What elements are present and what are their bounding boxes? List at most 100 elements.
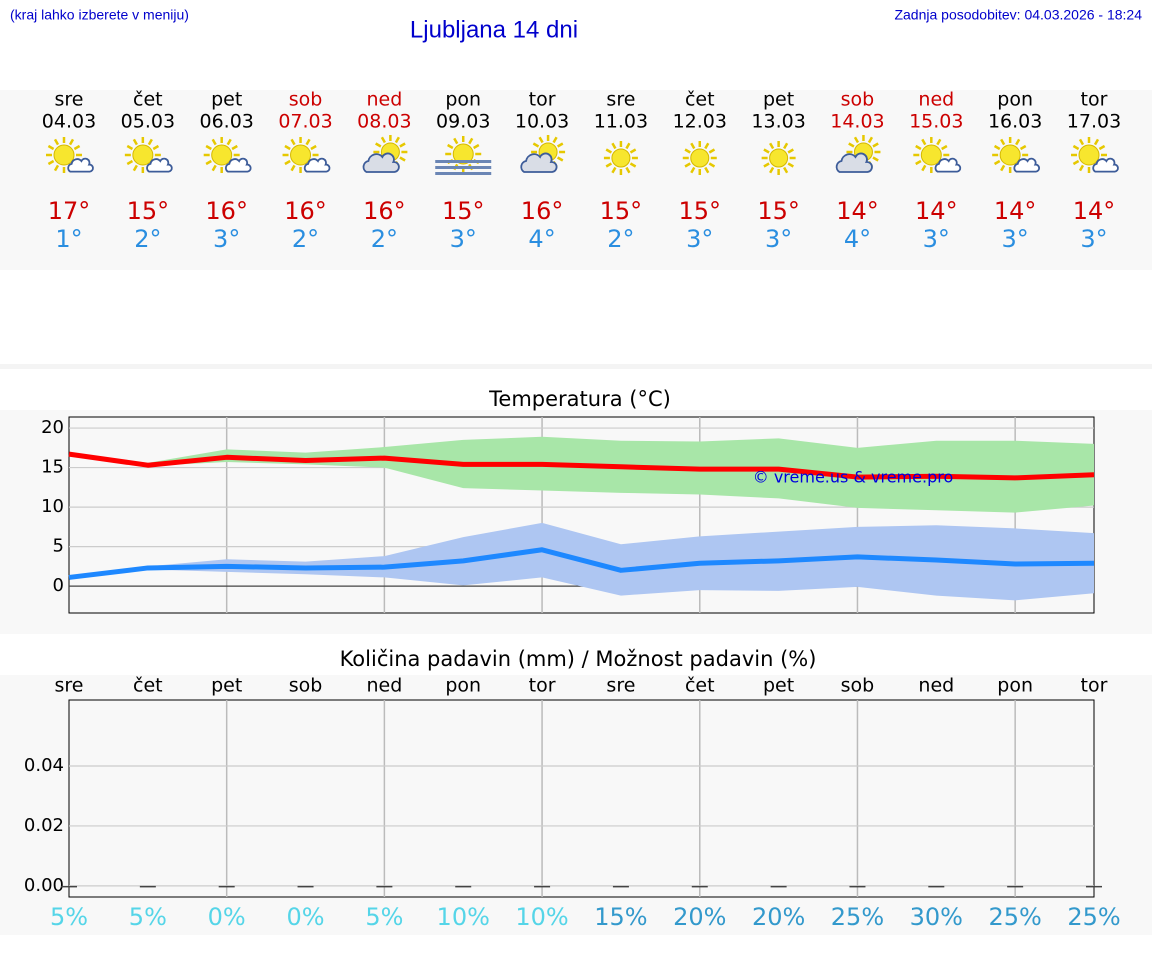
min-temp: 2° [607, 225, 634, 253]
precip-bar [534, 885, 551, 888]
max-temp: 14° [994, 197, 1037, 225]
sun-ray [625, 142, 631, 150]
day-date: 17.03 [1067, 111, 1121, 133]
day-date: 16.03 [988, 111, 1042, 133]
min-temp: 3° [213, 225, 240, 253]
cloud [303, 157, 331, 173]
sun-ray [53, 138, 60, 146]
weather-icon [603, 141, 638, 175]
sun-ray [380, 136, 386, 144]
sun-ray [226, 138, 232, 146]
day-name: tor [529, 89, 556, 111]
sun-ray [375, 142, 382, 148]
x-tick-label: tor [529, 675, 556, 697]
sun-ray [1019, 144, 1027, 151]
sun-ray [708, 162, 716, 168]
sun-ray [290, 138, 296, 146]
max-temp: 15° [600, 197, 643, 225]
sun-ray [783, 166, 789, 174]
day-date: 09.03 [436, 111, 490, 133]
plot-area [68, 699, 1095, 898]
precip-bar [612, 885, 629, 888]
sun-ray [769, 166, 775, 174]
max-temp: 14° [915, 197, 958, 225]
sun-ray [993, 144, 1001, 151]
min-temp: 3° [765, 225, 792, 253]
fog-bar [435, 160, 492, 163]
sun-ray [915, 144, 922, 151]
precip-chance: 15% [594, 903, 647, 931]
weather-icon [282, 137, 331, 173]
precip-chance: 5% [129, 903, 167, 931]
y-tick-label: 0 [53, 575, 64, 596]
precip-bar [928, 885, 945, 888]
sun-disc [769, 148, 789, 168]
sun-ray [538, 136, 544, 144]
sun-ray [211, 164, 217, 172]
precip-chance: 0% [286, 903, 324, 931]
sun-ray [310, 144, 317, 151]
y-tick-label: 15 [41, 457, 64, 478]
precip-bar [61, 885, 77, 888]
precip-bar [139, 885, 156, 888]
sun-ray [1072, 159, 1080, 166]
min-temp: 4° [844, 225, 871, 253]
max-temp: 15° [757, 197, 800, 225]
sun-ray [704, 166, 710, 174]
precip-chance: 5% [365, 903, 403, 931]
day-date: 15.03 [909, 111, 963, 133]
precip-chance: 5% [50, 903, 88, 931]
sun-ray [763, 148, 770, 154]
sun-ray [284, 144, 291, 151]
sun-ray [872, 156, 879, 162]
sun-ray [231, 144, 238, 151]
sun-ray [73, 144, 81, 151]
watermark: © vreme.us & vreme.pro [753, 468, 954, 487]
sun-ray [787, 148, 794, 154]
sun-ray [921, 164, 927, 172]
chart-title: Količina padavin (mm) / Možnost padavin … [340, 647, 817, 671]
weather-icon [682, 141, 717, 175]
sun-disc [920, 144, 942, 166]
sun-ray [132, 138, 138, 146]
day-date: 12.03 [673, 111, 727, 133]
precip-bar [691, 885, 708, 888]
precip-chance: 25% [1067, 903, 1120, 931]
min-temp: 2° [134, 225, 161, 253]
sun-ray [936, 138, 942, 146]
weather-icon [992, 137, 1040, 173]
sun-ray [1078, 138, 1085, 146]
range-band [69, 436, 1094, 513]
precip-chance: 20% [673, 903, 726, 931]
x-tick-label: pet [763, 675, 794, 697]
min-temp: 2° [371, 225, 398, 253]
sun-ray [1000, 138, 1006, 146]
day-name: pon [445, 89, 481, 111]
cloud [934, 157, 962, 173]
sun-ray [1093, 138, 1100, 146]
weather-icon [362, 135, 408, 173]
day-name: sob [289, 89, 323, 111]
x-tick-label: sob [289, 675, 323, 697]
sun-ray [684, 162, 691, 168]
x-tick-label: pon [445, 675, 481, 697]
sun-ray [147, 138, 153, 146]
sun-ray [399, 142, 406, 148]
weather-icon [520, 135, 566, 173]
y-tick-label: 0.04 [24, 755, 64, 776]
cloud [1013, 157, 1040, 173]
sun-ray [552, 136, 558, 144]
sun-ray [605, 148, 613, 154]
x-tick-label: sre [55, 675, 84, 697]
precip-chance: 10% [515, 903, 568, 931]
page-title: Ljubljana 14 dni [410, 16, 578, 43]
sun-ray [704, 142, 710, 150]
sun-ray [848, 142, 855, 148]
day-date: 04.03 [42, 111, 96, 133]
sun-disc [999, 144, 1021, 166]
day-date: 11.03 [594, 111, 648, 133]
max-temp: 14° [1073, 197, 1116, 225]
sun-disc [1078, 144, 1100, 166]
day-name: sre [606, 89, 635, 111]
sun-disc [611, 148, 631, 168]
